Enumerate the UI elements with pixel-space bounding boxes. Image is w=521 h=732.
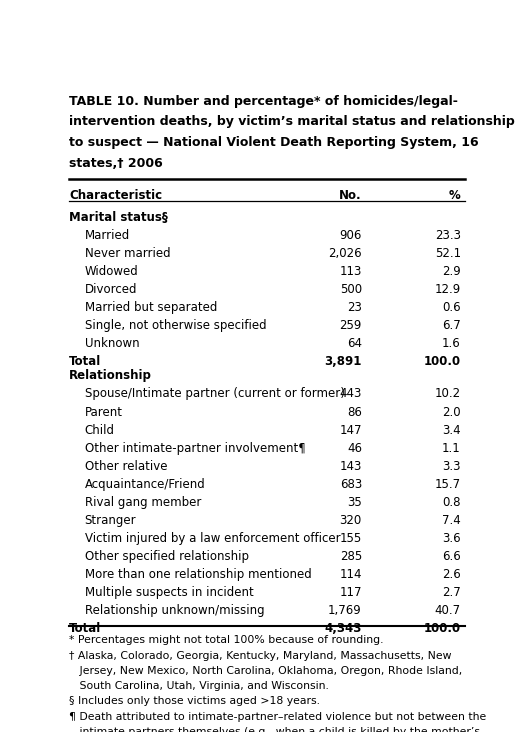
Text: No.: No. <box>339 190 362 202</box>
Text: 7.4: 7.4 <box>442 514 461 527</box>
Text: South Carolina, Utah, Virginia, and Wisconsin.: South Carolina, Utah, Virginia, and Wisc… <box>69 681 329 691</box>
Text: Child: Child <box>84 424 115 436</box>
Text: %: % <box>449 190 461 202</box>
Text: 12.9: 12.9 <box>435 283 461 296</box>
Text: 6.7: 6.7 <box>442 319 461 332</box>
Text: Never married: Never married <box>84 247 170 260</box>
Text: 320: 320 <box>340 514 362 527</box>
Text: Unknown: Unknown <box>84 337 139 350</box>
Text: 0.8: 0.8 <box>442 496 461 509</box>
Text: 4,343: 4,343 <box>325 622 362 635</box>
Text: Jersey, New Mexico, North Carolina, Oklahoma, Oregon, Rhode Island,: Jersey, New Mexico, North Carolina, Okla… <box>69 666 463 676</box>
Text: More than one relationship mentioned: More than one relationship mentioned <box>84 568 311 580</box>
Text: Single, not otherwise specified: Single, not otherwise specified <box>84 319 266 332</box>
Text: Victim injured by a law enforcement officer: Victim injured by a law enforcement offi… <box>84 531 340 545</box>
Text: Other specified relationship: Other specified relationship <box>84 550 249 563</box>
Text: 117: 117 <box>339 586 362 599</box>
Text: 2.7: 2.7 <box>442 586 461 599</box>
Text: † Alaska, Colorado, Georgia, Kentucky, Maryland, Massachusetts, New: † Alaska, Colorado, Georgia, Kentucky, M… <box>69 651 452 661</box>
Text: 2.0: 2.0 <box>442 406 461 419</box>
Text: Total: Total <box>69 622 102 635</box>
Text: 259: 259 <box>340 319 362 332</box>
Text: 86: 86 <box>347 406 362 419</box>
Text: Other intimate-partner involvement¶: Other intimate-partner involvement¶ <box>84 441 305 455</box>
Text: Married: Married <box>84 229 130 242</box>
Text: Total: Total <box>69 355 102 368</box>
Text: 100.0: 100.0 <box>424 355 461 368</box>
Text: 443: 443 <box>340 387 362 400</box>
Text: Married but separated: Married but separated <box>84 301 217 314</box>
Text: Other relative: Other relative <box>84 460 167 473</box>
Text: states,† 2006: states,† 2006 <box>69 157 163 170</box>
Text: Multiple suspects in incident: Multiple suspects in incident <box>84 586 253 599</box>
Text: 3.4: 3.4 <box>442 424 461 436</box>
Text: Relationship: Relationship <box>69 370 152 382</box>
Text: Parent: Parent <box>84 406 122 419</box>
Text: 1.6: 1.6 <box>442 337 461 350</box>
Text: Widowed: Widowed <box>84 265 138 278</box>
Text: 143: 143 <box>340 460 362 473</box>
Text: 23: 23 <box>347 301 362 314</box>
Text: 114: 114 <box>339 568 362 580</box>
Text: 683: 683 <box>340 478 362 490</box>
Text: 35: 35 <box>347 496 362 509</box>
Text: 100.0: 100.0 <box>424 622 461 635</box>
Text: Marital status§: Marital status§ <box>69 211 168 224</box>
Text: 3.3: 3.3 <box>442 460 461 473</box>
Text: ¶ Death attributed to intimate-partner–related violence but not between the: ¶ Death attributed to intimate-partner–r… <box>69 712 487 722</box>
Text: 1,769: 1,769 <box>328 604 362 617</box>
Text: 285: 285 <box>340 550 362 563</box>
Text: 3,891: 3,891 <box>325 355 362 368</box>
Text: 500: 500 <box>340 283 362 296</box>
Text: to suspect — National Violent Death Reporting System, 16: to suspect — National Violent Death Repo… <box>69 136 479 149</box>
Text: 64: 64 <box>347 337 362 350</box>
Text: 1.1: 1.1 <box>442 441 461 455</box>
Text: 2.6: 2.6 <box>442 568 461 580</box>
Text: 906: 906 <box>340 229 362 242</box>
Text: 2,026: 2,026 <box>328 247 362 260</box>
Text: * Percentages might not total 100% because of rounding.: * Percentages might not total 100% becau… <box>69 635 383 646</box>
Text: 3.6: 3.6 <box>442 531 461 545</box>
Text: TABLE 10. Number and percentage* of homicides/legal-: TABLE 10. Number and percentage* of homi… <box>69 94 458 108</box>
Text: intimate partners themselves (e.g., when a child is killed by the mother’s: intimate partners themselves (e.g., when… <box>69 727 480 732</box>
Text: 6.6: 6.6 <box>442 550 461 563</box>
Text: 46: 46 <box>347 441 362 455</box>
Text: 15.7: 15.7 <box>435 478 461 490</box>
Text: intervention deaths, by victim’s marital status and relationship: intervention deaths, by victim’s marital… <box>69 116 515 128</box>
Text: Spouse/Intimate partner (current or former): Spouse/Intimate partner (current or form… <box>84 387 344 400</box>
Text: Stranger: Stranger <box>84 514 136 527</box>
Text: 2.9: 2.9 <box>442 265 461 278</box>
Text: § Includes only those victims aged >18 years.: § Includes only those victims aged >18 y… <box>69 696 320 706</box>
Text: Acquaintance/Friend: Acquaintance/Friend <box>84 478 205 490</box>
Text: 23.3: 23.3 <box>435 229 461 242</box>
Text: 40.7: 40.7 <box>435 604 461 617</box>
Text: Characteristic: Characteristic <box>69 190 162 202</box>
Text: 113: 113 <box>340 265 362 278</box>
Text: 155: 155 <box>340 531 362 545</box>
Text: 0.6: 0.6 <box>442 301 461 314</box>
Text: 10.2: 10.2 <box>435 387 461 400</box>
Text: Relationship unknown/missing: Relationship unknown/missing <box>84 604 264 617</box>
Text: 147: 147 <box>339 424 362 436</box>
Text: Rival gang member: Rival gang member <box>84 496 201 509</box>
Text: 52.1: 52.1 <box>435 247 461 260</box>
Text: Divorced: Divorced <box>84 283 137 296</box>
